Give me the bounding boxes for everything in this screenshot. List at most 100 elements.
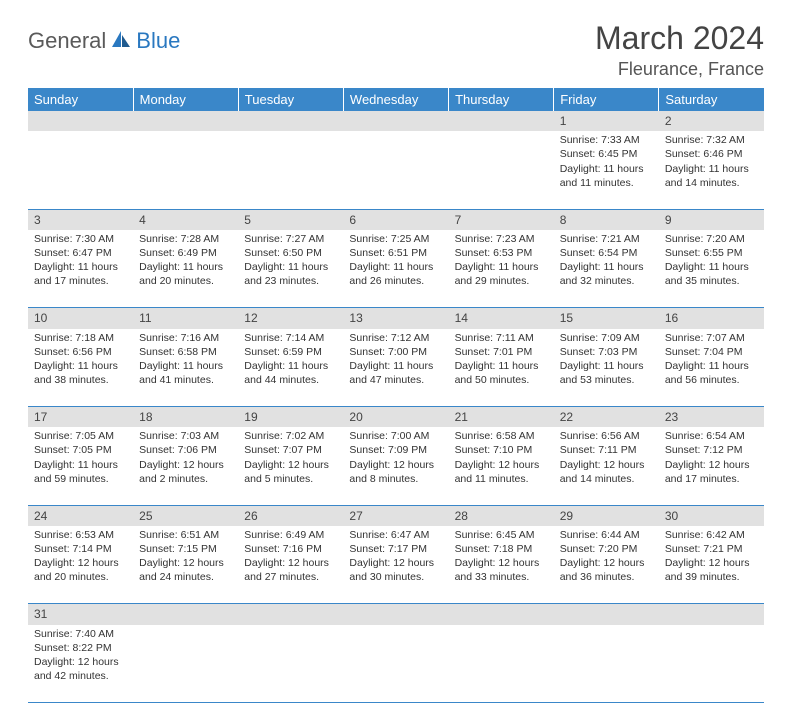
daylight-text: Daylight: 12 hours and 14 minutes.: [560, 458, 653, 486]
day-cell: Sunrise: 7:00 AMSunset: 7:09 PMDaylight:…: [343, 427, 448, 505]
sunset-text: Sunset: 6:56 PM: [34, 345, 127, 359]
day-number: [28, 111, 133, 131]
sunset-text: Sunset: 6:58 PM: [139, 345, 232, 359]
day-number: 27: [343, 505, 448, 526]
day-number: 14: [449, 308, 554, 329]
sunrise-text: Sunrise: 6:56 AM: [560, 429, 653, 443]
day-cell: [133, 625, 238, 703]
sunrise-text: Sunrise: 7:05 AM: [34, 429, 127, 443]
day-cell: [343, 131, 448, 209]
day-cell: [28, 131, 133, 209]
sunrise-text: Sunrise: 6:53 AM: [34, 528, 127, 542]
sunrise-text: Sunrise: 6:54 AM: [665, 429, 758, 443]
day-cell: [133, 131, 238, 209]
day-number: 19: [238, 407, 343, 428]
daylight-text: Daylight: 11 hours and 53 minutes.: [560, 359, 653, 387]
sunset-text: Sunset: 7:05 PM: [34, 443, 127, 457]
week-row: Sunrise: 7:40 AMSunset: 8:22 PMDaylight:…: [28, 625, 764, 703]
sunset-text: Sunset: 6:47 PM: [34, 246, 127, 260]
daynum-row: 12: [28, 111, 764, 131]
sunset-text: Sunset: 7:21 PM: [665, 542, 758, 556]
day-number: 22: [554, 407, 659, 428]
day-cell: Sunrise: 7:33 AMSunset: 6:45 PMDaylight:…: [554, 131, 659, 209]
sunrise-text: Sunrise: 6:45 AM: [455, 528, 548, 542]
day-names-row: Sunday Monday Tuesday Wednesday Thursday…: [28, 88, 764, 111]
sunset-text: Sunset: 7:06 PM: [139, 443, 232, 457]
dayname-thursday: Thursday: [449, 88, 554, 111]
week-row: Sunrise: 6:53 AMSunset: 7:14 PMDaylight:…: [28, 526, 764, 604]
day-cell: Sunrise: 6:47 AMSunset: 7:17 PMDaylight:…: [343, 526, 448, 604]
daylight-text: Daylight: 11 hours and 38 minutes.: [34, 359, 127, 387]
sunrise-text: Sunrise: 6:44 AM: [560, 528, 653, 542]
dayname-saturday: Saturday: [659, 88, 764, 111]
sunset-text: Sunset: 7:07 PM: [244, 443, 337, 457]
logo-text-general: General: [28, 28, 106, 54]
sunset-text: Sunset: 6:59 PM: [244, 345, 337, 359]
sunset-text: Sunset: 6:49 PM: [139, 246, 232, 260]
dayname-tuesday: Tuesday: [238, 88, 343, 111]
daylight-text: Daylight: 12 hours and 2 minutes.: [139, 458, 232, 486]
sunrise-text: Sunrise: 7:40 AM: [34, 627, 127, 641]
daynum-row: 3456789: [28, 209, 764, 230]
sunrise-text: Sunrise: 7:00 AM: [349, 429, 442, 443]
daylight-text: Daylight: 12 hours and 30 minutes.: [349, 556, 442, 584]
dayname-sunday: Sunday: [28, 88, 133, 111]
calendar-body: 12Sunrise: 7:33 AMSunset: 6:45 PMDayligh…: [28, 111, 764, 703]
page-header: General Blue March 2024 Fleurance, Franc…: [28, 20, 764, 80]
day-cell: Sunrise: 6:49 AMSunset: 7:16 PMDaylight:…: [238, 526, 343, 604]
day-cell: Sunrise: 7:02 AMSunset: 7:07 PMDaylight:…: [238, 427, 343, 505]
day-number: 30: [659, 505, 764, 526]
day-number: [343, 604, 448, 625]
day-number: 7: [449, 209, 554, 230]
daylight-text: Daylight: 12 hours and 33 minutes.: [455, 556, 548, 584]
sunrise-text: Sunrise: 6:58 AM: [455, 429, 548, 443]
day-number: 12: [238, 308, 343, 329]
sunset-text: Sunset: 6:53 PM: [455, 246, 548, 260]
day-number: 1: [554, 111, 659, 131]
daylight-text: Daylight: 12 hours and 42 minutes.: [34, 655, 127, 683]
sunrise-text: Sunrise: 7:07 AM: [665, 331, 758, 345]
day-number: 26: [238, 505, 343, 526]
day-cell: Sunrise: 7:40 AMSunset: 8:22 PMDaylight:…: [28, 625, 133, 703]
day-cell: Sunrise: 7:30 AMSunset: 6:47 PMDaylight:…: [28, 230, 133, 308]
day-number: [238, 111, 343, 131]
sunrise-text: Sunrise: 7:18 AM: [34, 331, 127, 345]
day-number: 6: [343, 209, 448, 230]
sunrise-text: Sunrise: 7:12 AM: [349, 331, 442, 345]
day-number: 13: [343, 308, 448, 329]
sunrise-text: Sunrise: 7:27 AM: [244, 232, 337, 246]
day-cell: Sunrise: 7:25 AMSunset: 6:51 PMDaylight:…: [343, 230, 448, 308]
sunrise-text: Sunrise: 6:51 AM: [139, 528, 232, 542]
sunset-text: Sunset: 6:45 PM: [560, 147, 653, 161]
day-cell: [449, 625, 554, 703]
day-cell: Sunrise: 7:14 AMSunset: 6:59 PMDaylight:…: [238, 329, 343, 407]
dayname-wednesday: Wednesday: [343, 88, 448, 111]
day-cell: Sunrise: 7:09 AMSunset: 7:03 PMDaylight:…: [554, 329, 659, 407]
day-number: 4: [133, 209, 238, 230]
day-cell: Sunrise: 7:16 AMSunset: 6:58 PMDaylight:…: [133, 329, 238, 407]
daylight-text: Daylight: 12 hours and 36 minutes.: [560, 556, 653, 584]
sunset-text: Sunset: 7:16 PM: [244, 542, 337, 556]
day-number: 18: [133, 407, 238, 428]
daylight-text: Daylight: 12 hours and 17 minutes.: [665, 458, 758, 486]
day-number: 10: [28, 308, 133, 329]
day-number: 17: [28, 407, 133, 428]
sunset-text: Sunset: 7:03 PM: [560, 345, 653, 359]
week-row: Sunrise: 7:30 AMSunset: 6:47 PMDaylight:…: [28, 230, 764, 308]
sunrise-text: Sunrise: 6:42 AM: [665, 528, 758, 542]
sunset-text: Sunset: 7:15 PM: [139, 542, 232, 556]
daylight-text: Daylight: 11 hours and 20 minutes.: [139, 260, 232, 288]
dayname-friday: Friday: [554, 88, 659, 111]
location: Fleurance, France: [595, 59, 764, 80]
sunrise-text: Sunrise: 7:21 AM: [560, 232, 653, 246]
day-cell: Sunrise: 7:03 AMSunset: 7:06 PMDaylight:…: [133, 427, 238, 505]
daylight-text: Daylight: 12 hours and 11 minutes.: [455, 458, 548, 486]
day-number: [238, 604, 343, 625]
day-cell: Sunrise: 7:20 AMSunset: 6:55 PMDaylight:…: [659, 230, 764, 308]
sunset-text: Sunset: 7:18 PM: [455, 542, 548, 556]
day-number: [449, 604, 554, 625]
day-cell: [238, 131, 343, 209]
daylight-text: Daylight: 11 hours and 35 minutes.: [665, 260, 758, 288]
day-number: 8: [554, 209, 659, 230]
sunrise-text: Sunrise: 7:20 AM: [665, 232, 758, 246]
